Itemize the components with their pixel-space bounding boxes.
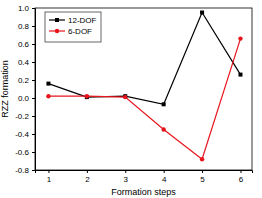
x-axis-title: Formation steps <box>111 187 176 197</box>
y-axis-line <box>32 9 36 171</box>
y-tick-label: -0.8 <box>15 166 29 175</box>
y-tick-mark <box>32 98 35 99</box>
y-tick-mark <box>32 62 35 63</box>
series-marker <box>200 157 204 161</box>
legend-box <box>45 12 101 42</box>
y-tick: 0.8 <box>18 22 35 31</box>
y-tick-mark <box>32 134 35 135</box>
plot-area <box>46 11 242 162</box>
x-tick-label: 5 <box>200 175 205 184</box>
legend-marker <box>55 29 59 33</box>
x-tick: 1 <box>47 170 52 184</box>
legend-label: 6-DOF <box>68 27 92 36</box>
y-tick-label: 0.4 <box>18 58 30 67</box>
x-axis: 1 2 3 4 5 6 <box>36 170 253 184</box>
x-tick-mark <box>202 170 203 173</box>
y-tick: 0.4 <box>18 58 35 67</box>
y-tick-label: 1.0 <box>18 4 30 13</box>
y-tick: -0.6 <box>15 148 35 157</box>
series-marker <box>162 102 166 106</box>
y-tick-mark <box>32 80 35 81</box>
y-tick-mark <box>32 26 35 27</box>
y-tick: 0.6 <box>18 40 35 49</box>
y-tick: 1.0 <box>18 4 35 13</box>
x-tick-mark <box>87 170 88 173</box>
plot-frame <box>35 8 252 170</box>
series-marker <box>123 95 127 99</box>
y-axis: -0.8 -0.6 -0.4 -0.2 0.0 0.2 0.4 0.6 0.8 1.0 <box>15 4 35 175</box>
series-line <box>48 39 240 160</box>
x-tick: 6 <box>239 170 244 184</box>
y-tick-label: -0.2 <box>15 112 29 121</box>
legend: 12-DOF 6-DOF <box>45 12 101 42</box>
y-tick-label: 0.2 <box>18 76 30 85</box>
y-tick-label: 0.6 <box>18 40 30 49</box>
series-marker <box>85 94 89 98</box>
y-tick: 0.2 <box>18 76 35 85</box>
x-tick-label: 6 <box>239 175 244 184</box>
x-tick-mark <box>125 170 126 173</box>
y-tick-mark <box>32 152 35 153</box>
x-tick: 3 <box>124 170 129 184</box>
x-tick-mark <box>48 170 49 173</box>
x-tick-label: 1 <box>47 175 52 184</box>
chart: 1 2 3 4 5 6 -0.8 -0.6 -0.4 -0.2 0.0 0.2 0.4 0.6 0.8 1.0… <box>0 0 262 198</box>
y-tick-mark <box>32 8 35 9</box>
series-marker <box>238 36 242 40</box>
x-tick: 4 <box>162 170 167 184</box>
legend-label: 12-DOF <box>68 16 97 25</box>
y-tick: -0.2 <box>15 112 35 121</box>
y-tick-mark <box>32 170 35 171</box>
y-tick-label: 0.8 <box>18 22 30 31</box>
x-tick: 5 <box>200 170 205 184</box>
series-marker <box>46 94 50 98</box>
y-tick: -0.8 <box>15 166 35 175</box>
y-tick-label: -0.4 <box>15 130 29 139</box>
y-axis-title: RZZ formation <box>0 60 10 118</box>
series-line <box>48 13 240 105</box>
y-tick: -0.4 <box>15 130 35 139</box>
y-tick-mark <box>32 116 35 117</box>
x-tick-mark <box>240 170 241 173</box>
legend-marker <box>55 18 59 22</box>
x-axis-line <box>36 171 253 174</box>
y-tick-label: -0.6 <box>15 148 29 157</box>
y-tick: 0.0 <box>18 94 35 103</box>
series-marker <box>200 11 204 15</box>
series-marker <box>238 73 242 77</box>
x-tick: 2 <box>85 170 90 184</box>
x-tick-mark <box>164 170 165 173</box>
series-marker <box>161 127 165 131</box>
y-tick-mark <box>32 44 35 45</box>
y-tick-label: 0.0 <box>18 94 30 103</box>
series-marker <box>46 82 50 86</box>
x-tick-label: 4 <box>162 175 167 184</box>
x-tick-label: 2 <box>85 175 90 184</box>
x-tick-label: 3 <box>124 175 129 184</box>
